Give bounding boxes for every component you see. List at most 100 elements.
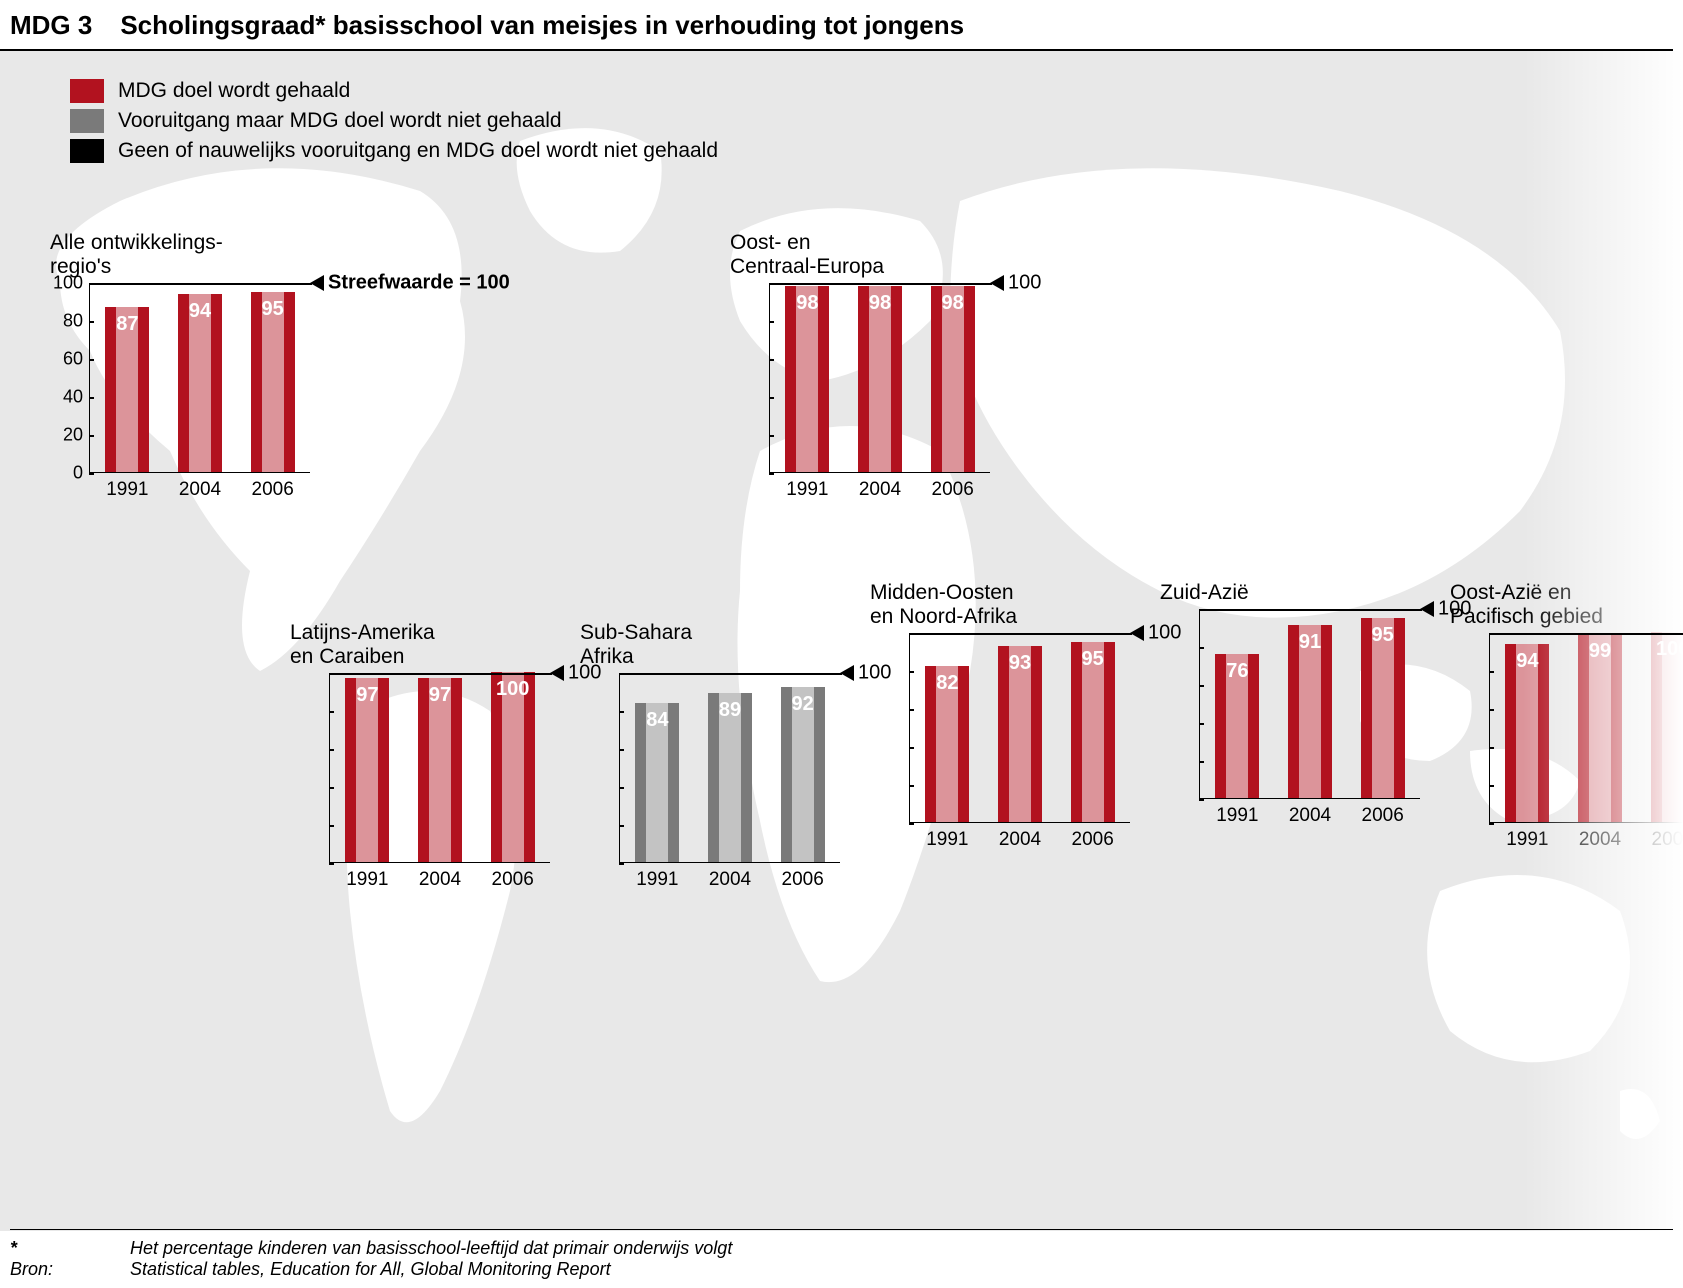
bar-value: 95 <box>1071 648 1115 671</box>
bar: 100 <box>491 672 535 862</box>
bar: 95 <box>1361 618 1405 799</box>
bar: 98 <box>858 286 902 472</box>
header-prefix: MDG 3 <box>10 10 92 41</box>
x-tick-label: 2006 <box>771 869 834 891</box>
x-tick-label: 1991 <box>916 829 979 851</box>
chart-title: Alle ontwikkelings- regio's <box>50 231 310 279</box>
bar-wrap: 91 <box>1279 625 1342 798</box>
y-axis <box>730 283 770 473</box>
y-tick-label: 40 <box>63 387 83 408</box>
footnote-text: Het percentage kinderen van basisschool-… <box>130 1238 732 1259</box>
bar-value: 91 <box>1288 631 1332 654</box>
x-tick-label: 2004 <box>849 479 912 501</box>
target-line <box>1200 609 1422 611</box>
legend-item: MDG doel wordt gehaald <box>70 79 718 103</box>
legend-label: Vooruitgang maar MDG doel wordt niet geh… <box>118 109 562 133</box>
source-text: Statistical tables, Education for All, G… <box>130 1259 611 1280</box>
footnote-key: * <box>10 1238 90 1259</box>
bar-wrap: 94 <box>1496 644 1559 823</box>
bar-wrap: 97 <box>336 678 399 862</box>
plot-area: 1009499100 <box>1490 633 1683 823</box>
legend-label: MDG doel wordt gehaald <box>118 79 350 103</box>
chart-body: 100848992 <box>580 673 840 863</box>
bar-wrap: 93 <box>989 646 1052 823</box>
bar-wrap: 100 <box>481 672 544 862</box>
bar: 84 <box>635 703 679 863</box>
target-arrow-icon <box>840 665 854 681</box>
mini-chart-eap: Oost-Azië en Pacifisch gebied10094991001… <box>1450 581 1683 851</box>
page-title: Scholingsgraad* basisschool van meisjes … <box>120 10 964 41</box>
bar: 95 <box>1071 642 1115 823</box>
legend-swatch <box>70 109 104 133</box>
bar-value: 89 <box>708 699 752 722</box>
legend-swatch <box>70 139 104 163</box>
x-tick-label: 2004 <box>1279 805 1342 827</box>
target-label: 100 <box>568 662 601 685</box>
x-axis: 1991 2004 2006 <box>1490 823 1683 851</box>
legend-item: Vooruitgang maar MDG doel wordt niet geh… <box>70 109 718 133</box>
mini-chart-lac: Latijns-Amerika en Caraiben1009797100199… <box>290 621 550 891</box>
bar-value: 84 <box>635 709 679 732</box>
mini-chart-mena: Midden-Oosten en Noord-Afrika10082939519… <box>870 581 1130 851</box>
mini-chart-eceu: Oost- en Centraal-Europa1009898981991200… <box>730 231 990 501</box>
x-axis: 199120042006 <box>910 823 1130 851</box>
bar-value: 87 <box>105 313 149 336</box>
target-arrow-icon <box>550 665 564 681</box>
y-axis: 020406080100 <box>50 283 90 473</box>
x-tick-label: 1991 <box>1496 829 1559 851</box>
bar-wrap: 84 <box>626 703 689 863</box>
source-key: Bron: <box>10 1259 90 1280</box>
bar-wrap: 95 <box>1351 618 1414 799</box>
target-line <box>620 673 842 675</box>
bar-value: 97 <box>418 684 462 707</box>
plot-area: 100829395 <box>910 633 1130 823</box>
chart-body: 100769195 <box>1160 609 1420 799</box>
chart-title: Latijns-Amerika en Caraiben <box>290 621 550 669</box>
plot-area: 100769195 <box>1200 609 1420 799</box>
y-tick-label: 20 <box>63 425 83 446</box>
y-axis <box>1450 633 1490 823</box>
target-line <box>90 283 312 285</box>
chart-body: 020406080100Streefwaarde = 100879495 <box>50 283 310 473</box>
x-axis: 199120042006 <box>1200 799 1420 827</box>
bar-wrap: 92 <box>771 687 834 862</box>
bar-wrap: 99 <box>1569 634 1632 822</box>
bar: 97 <box>345 678 389 862</box>
bar-wrap: 95 <box>1061 642 1124 823</box>
legend-label: Geen of nauwelijks vooruitgang en MDG do… <box>118 139 718 163</box>
bar-wrap: 95 <box>241 292 304 473</box>
x-tick-label: 2006 <box>241 479 304 501</box>
x-tick-label: 2006 <box>1641 829 1683 851</box>
bar-value: 93 <box>998 652 1042 675</box>
bar: 91 <box>1288 625 1332 798</box>
y-tick-label: 0 <box>73 463 83 484</box>
y-axis <box>580 673 620 863</box>
x-tick-label: 2004 <box>699 869 762 891</box>
bar-value: 82 <box>925 672 969 695</box>
target-line <box>330 673 552 675</box>
target-arrow-icon <box>310 275 324 291</box>
chart-title: Oost- en Centraal-Europa <box>730 231 990 279</box>
target-line <box>770 283 992 285</box>
bar-value: 76 <box>1215 660 1259 683</box>
x-tick-label: 2004 <box>1569 829 1632 851</box>
target-arrow-icon <box>1130 625 1144 641</box>
target-line <box>910 633 1132 635</box>
target-label: 100 <box>1438 598 1471 621</box>
bar-wrap: 98 <box>921 286 984 472</box>
bar: 93 <box>998 646 1042 823</box>
legend: MDG doel wordt gehaald Vooruitgang maar M… <box>70 79 718 169</box>
x-axis: 199120042006 <box>620 863 840 891</box>
x-tick-label: 1991 <box>96 479 159 501</box>
x-tick-label: 2006 <box>481 869 544 891</box>
chart-body: 1009797100 <box>290 673 550 863</box>
legend-item: Geen of nauwelijks vooruitgang en MDG do… <box>70 139 718 163</box>
bar-value: 98 <box>931 292 975 315</box>
x-tick-label: 2006 <box>1061 829 1124 851</box>
x-tick-label: 1991 <box>776 479 839 501</box>
plot-area: Streefwaarde = 100879495 <box>90 283 310 473</box>
bar-value: 97 <box>345 684 389 707</box>
target-arrow-icon <box>1420 601 1434 617</box>
x-tick-label: 1991 <box>336 869 399 891</box>
bar: 87 <box>105 307 149 472</box>
